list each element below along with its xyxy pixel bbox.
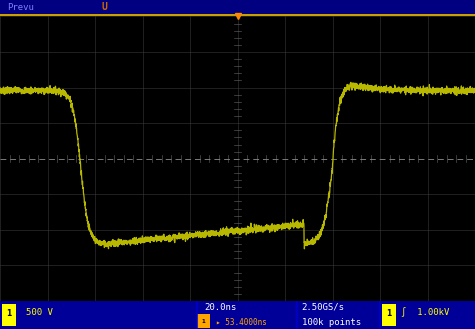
Bar bbox=[382, 304, 396, 326]
Text: 2.50GS/s: 2.50GS/s bbox=[302, 303, 345, 312]
Text: 100k points: 100k points bbox=[302, 318, 361, 327]
Text: Prevu: Prevu bbox=[7, 3, 34, 12]
Text: 1: 1 bbox=[6, 309, 12, 318]
Text: 1: 1 bbox=[386, 309, 392, 318]
Bar bbox=[197, 314, 210, 328]
Bar bbox=[2, 304, 16, 326]
Text: 500 V: 500 V bbox=[26, 308, 53, 317]
Text: ∫  1.00kV: ∫ 1.00kV bbox=[401, 307, 450, 317]
Text: 1: 1 bbox=[202, 319, 206, 324]
Text: 20.0ns: 20.0ns bbox=[204, 303, 237, 312]
Text: U: U bbox=[102, 2, 107, 12]
Text: ▸ 53.4000ns: ▸ 53.4000ns bbox=[216, 317, 267, 326]
